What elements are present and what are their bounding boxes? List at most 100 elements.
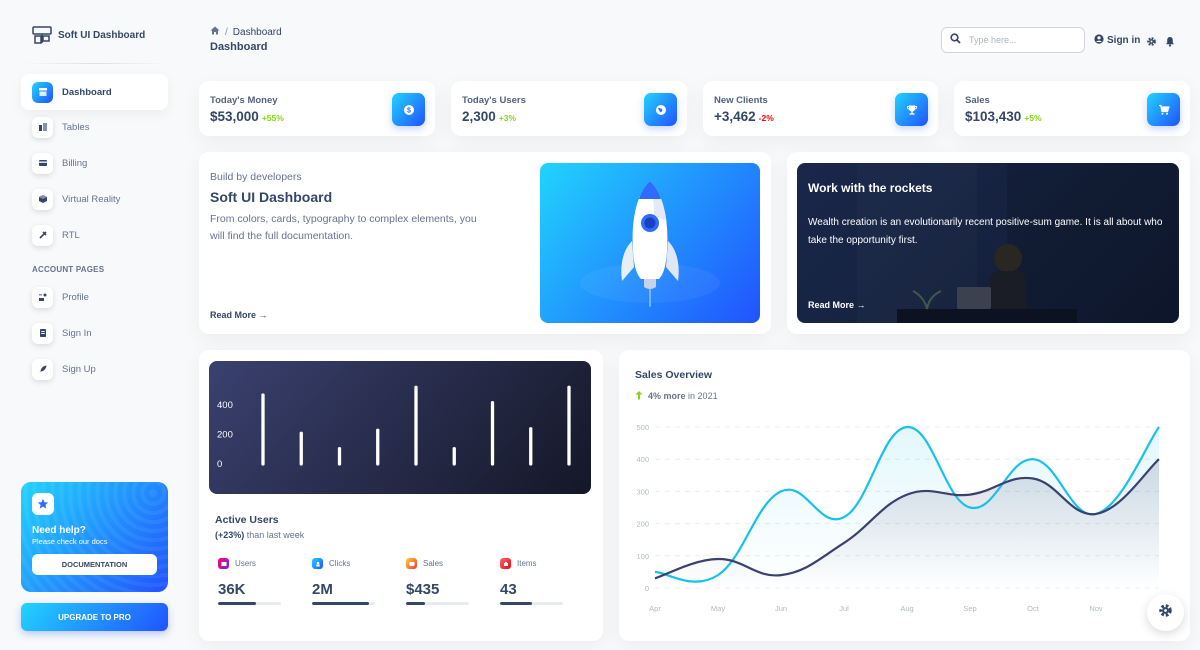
sidebar-item-sign-in[interactable]: Sign In: [21, 315, 168, 351]
breadcrumb-separator: /: [225, 26, 228, 38]
metric-sales: Sales $435: [406, 558, 470, 605]
stat-value: $53,000 +55%: [210, 109, 284, 124]
credit-card-icon: [32, 152, 53, 174]
world-icon: [644, 93, 677, 126]
cart-icon: [1147, 93, 1180, 126]
metric-clicks: Clicks 2M: [312, 558, 376, 605]
y-tick-label: 500: [636, 423, 649, 432]
search-input[interactable]: [969, 35, 1074, 45]
stat-card-clients: New Clients +3,462 -2%: [703, 81, 938, 136]
rockets-card: Work with the rockets Wealth creation is…: [797, 163, 1179, 323]
sidebar-item-virtual-reality[interactable]: Virtual Reality: [21, 181, 168, 217]
sales-overview-subtitle: 4% more in 2021: [635, 390, 718, 402]
sidebar-item-label: Sign In: [62, 327, 92, 339]
active-users-card: 400 200 0 Active Users (+23%) than last we…: [199, 350, 603, 641]
stat-value: 2,300 +3%: [462, 109, 517, 124]
stat-value: $103,430 +5%: [965, 109, 1042, 124]
office-icon: [32, 116, 53, 138]
bell-icon[interactable]: [1164, 35, 1176, 47]
page-title: Dashboard: [210, 41, 268, 53]
sidebar: Soft UI Dashboard Dashboard Tables Billi…: [0, 0, 180, 650]
rocket-icon: [312, 558, 323, 569]
money-coins-icon: $: [392, 93, 425, 126]
active-users-bar-chart: 400 200 0: [209, 361, 591, 494]
sidebar-item-tables[interactable]: Tables: [21, 109, 168, 145]
stat-change: +55%: [261, 113, 284, 123]
x-tick-label: Sep: [963, 604, 976, 613]
brand[interactable]: Soft UI Dashboard: [32, 25, 145, 45]
metric-value: $435: [406, 581, 440, 598]
bar-y-tick-label: 200: [217, 430, 233, 441]
brand-logo-icon: [32, 26, 52, 44]
sidebar-item-label: Sign Up: [62, 363, 96, 375]
series-line: [654, 425, 1160, 583]
rockets-description: Wealth creation is an evolutionarily rec…: [808, 217, 1163, 246]
search-box[interactable]: [941, 27, 1085, 53]
x-tick-label: May: [711, 604, 725, 613]
metric-users: Users 36K: [218, 558, 282, 605]
gear-icon[interactable]: [1145, 35, 1157, 47]
bar-chart-svg: 400 200 0: [217, 385, 571, 470]
brand-name: Soft UI Dashboard: [58, 29, 146, 41]
developers-card: Build by developers Soft UI Dashboard Fr…: [199, 152, 771, 334]
document-icon: [32, 322, 53, 344]
rockets-read-more-link[interactable]: Read More →: [808, 300, 866, 310]
metric-label: Users: [235, 559, 256, 568]
breadcrumb: / Dashboard: [210, 26, 282, 38]
metric-value: 2M: [312, 581, 333, 598]
configurator-button[interactable]: [1147, 594, 1184, 631]
metric-progress: [500, 602, 563, 605]
upgrade-to-pro-button[interactable]: UPGRADE TO PRO: [21, 603, 168, 631]
shop-icon: [32, 81, 53, 103]
stat-change: -2%: [758, 113, 774, 123]
metric-value: 36K: [218, 581, 246, 598]
svg-text:$: $: [407, 107, 411, 114]
stat-title: New Clients: [714, 95, 768, 106]
section-title-account-pages: ACCOUNT PAGES: [32, 265, 105, 274]
y-tick-label: 200: [636, 520, 649, 529]
home-icon[interactable]: [210, 26, 220, 38]
metric-progress: [218, 602, 281, 605]
sign-in-link[interactable]: Sign in: [1094, 34, 1140, 47]
settings-icon: [32, 224, 53, 246]
sidebar-item-label: RTL: [62, 229, 80, 241]
sales-line-chart: 500 400 300 200 100 0 Apr May Jun Jul Aug Sep Oct Nov…: [636, 423, 1165, 613]
developers-kicker: Build by developers: [210, 171, 302, 183]
x-tick-label: Aug: [900, 604, 913, 613]
sidebar-item-profile[interactable]: Profile: [21, 279, 168, 315]
developers-description: From colors, cards, typography to comple…: [210, 213, 477, 242]
cart-icon: [406, 558, 417, 569]
active-users-title: Active Users: [215, 514, 279, 526]
read-more-link[interactable]: Read More →: [210, 310, 268, 320]
settings-icon: [500, 558, 511, 569]
stat-card-money: Today's Money $53,000 +55% $: [199, 81, 435, 136]
metric-progress: [406, 602, 469, 605]
rocket-icon: [580, 181, 720, 307]
customer-support-icon: [32, 286, 53, 308]
sidebar-item-label: Profile: [62, 291, 89, 303]
sidebar-item-label: Billing: [62, 157, 88, 169]
stat-value: +3,462 -2%: [714, 109, 774, 124]
rocket-illustration: [540, 163, 760, 323]
series-area: [655, 459, 1159, 588]
sidebar-item-billing[interactable]: Billing: [21, 145, 168, 181]
sidebar-item-label: Dashboard: [62, 86, 112, 98]
metric-items: Items 43: [500, 558, 564, 605]
office-photo-image: [797, 163, 1179, 323]
stat-change: +5%: [1024, 113, 1042, 123]
x-tick-label: Apr: [649, 604, 661, 613]
x-tick-label: Jul: [839, 604, 849, 613]
help-card: Need help? Please check our docs DOCUMEN…: [21, 482, 168, 592]
metric-label: Items: [517, 559, 537, 568]
documentation-button[interactable]: DOCUMENTATION: [32, 554, 157, 575]
y-tick-label: 0: [645, 584, 649, 593]
sidebar-item-dashboard[interactable]: Dashboard: [21, 74, 168, 110]
metric-label: Clicks: [329, 559, 351, 568]
help-subtitle: Please check our docs: [32, 537, 108, 546]
metric-progress: [312, 602, 375, 605]
stat-card-users: Today's Users 2,300 +3%: [451, 81, 687, 136]
sidebar-item-sign-up[interactable]: Sign Up: [21, 351, 168, 387]
x-tick-label: Jun: [775, 604, 787, 613]
gear-icon: [1158, 603, 1173, 623]
sidebar-item-rtl[interactable]: RTL: [21, 217, 168, 253]
